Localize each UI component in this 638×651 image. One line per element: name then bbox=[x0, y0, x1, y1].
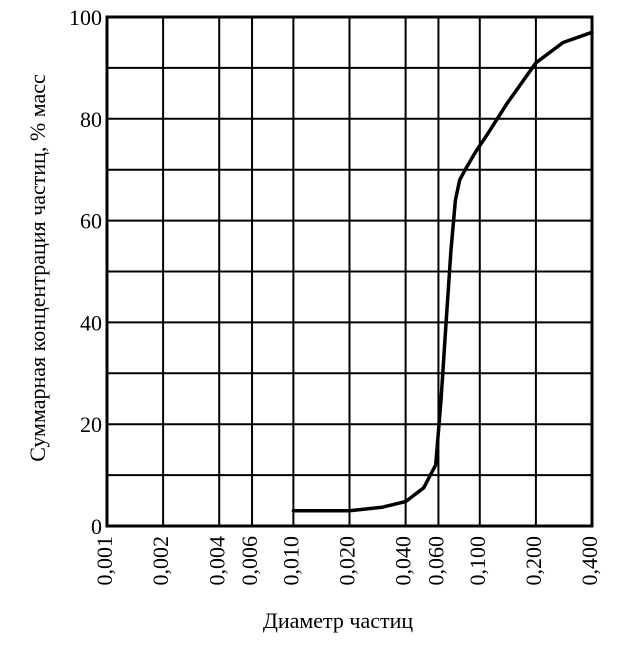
x-tick-label: 0,060 bbox=[423, 536, 448, 586]
series-line bbox=[291, 30, 594, 513]
x-tick-label: 0,020 bbox=[335, 536, 360, 586]
x-tick-label: 0,010 bbox=[278, 536, 303, 586]
x-tick-label: 0,400 bbox=[577, 536, 602, 586]
x-tick-label: 0,040 bbox=[391, 536, 416, 586]
x-tick-label: 0,200 bbox=[521, 536, 546, 586]
y-tick-label: 0 bbox=[91, 514, 102, 539]
y-tick-labels: 0 20 40 60 80 100 bbox=[69, 5, 102, 539]
x-tick-label: 0,004 bbox=[204, 536, 229, 586]
y-tick-label: 100 bbox=[69, 5, 102, 30]
y-tick-label: 40 bbox=[80, 310, 102, 335]
x-tick-label: 0,002 bbox=[148, 536, 173, 586]
y-tick-label: 60 bbox=[80, 209, 102, 234]
x-axis-title: Диаметр частиц bbox=[263, 608, 414, 633]
y-tick-label: 20 bbox=[80, 412, 102, 437]
plot-frame bbox=[105, 15, 594, 528]
x-tick-label: 0,001 bbox=[92, 536, 117, 586]
grid bbox=[106, 16, 593, 527]
y-axis-title: Суммарная концентрация частиц, % масс bbox=[25, 74, 50, 462]
y-tick-label: 80 bbox=[80, 107, 102, 132]
x-tick-label: 0,100 bbox=[465, 536, 490, 586]
x-tick-label: 0,006 bbox=[237, 536, 262, 586]
x-tick-labels: 0,001 0,002 0,004 0,006 0,010 0,020 0,040 0,060… bbox=[92, 536, 602, 586]
